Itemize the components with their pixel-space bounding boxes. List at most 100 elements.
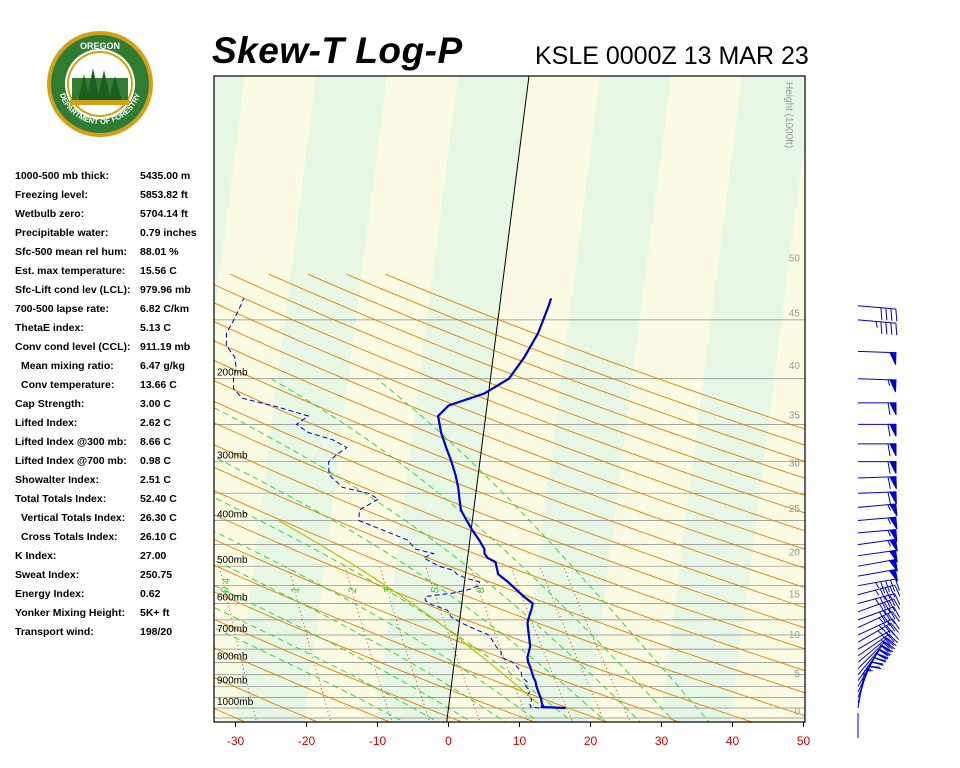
dry-adiabat bbox=[214, 359, 805, 589]
zero-isotherm-line bbox=[446, 76, 530, 722]
pressure-label: 900mb bbox=[217, 675, 248, 686]
stat-value: 0.98 C bbox=[140, 455, 171, 467]
stat-label: Precipitable water: bbox=[15, 227, 109, 239]
wind-barb bbox=[857, 618, 900, 636]
isotherm-band bbox=[446, 76, 600, 722]
moist-adiabat bbox=[214, 407, 641, 722]
wind-barbs-column bbox=[857, 305, 901, 738]
height-tick-label: 20 bbox=[789, 548, 801, 559]
x-tick-label: -20 bbox=[298, 734, 316, 748]
wind-barb bbox=[857, 516, 898, 530]
moist-adiabat bbox=[214, 456, 607, 722]
stat-row: 700-500 lapse rate: 6.82 C/km bbox=[15, 303, 215, 322]
stat-label: Est. max temperature: bbox=[15, 265, 126, 277]
stat-label: Conv temperature: bbox=[21, 379, 115, 391]
stat-label: Cross Totals Index: bbox=[21, 531, 118, 543]
wind-barb bbox=[858, 402, 897, 416]
pressure-label: 800mb bbox=[217, 651, 248, 662]
stat-label: Sfc-500 mean rel hum: bbox=[15, 246, 128, 258]
x-tick-label: 20 bbox=[584, 734, 598, 748]
pressure-label: 200mb bbox=[217, 368, 248, 379]
stat-row: Sweat Index: 250.75 bbox=[15, 569, 215, 588]
mixing-ratio-line bbox=[539, 566, 606, 722]
stat-label: Yonker Mixing Height: bbox=[15, 607, 126, 619]
wind-barb bbox=[857, 538, 898, 552]
moist-adiabat bbox=[214, 559, 506, 722]
mixing-ratio-label: 8 bbox=[475, 586, 488, 594]
stat-value: 13.66 C bbox=[140, 379, 177, 391]
wind-barb bbox=[857, 350, 897, 365]
x-tick-label: -30 bbox=[227, 734, 245, 748]
dry-adiabat bbox=[214, 514, 754, 722]
temperature-trace bbox=[436, 297, 566, 710]
moist-adiabat bbox=[214, 627, 406, 722]
wind-barb bbox=[857, 645, 894, 676]
dry-adiabat bbox=[214, 490, 805, 717]
mixing-ratio-label: 5 bbox=[429, 586, 442, 594]
stat-value: 3.00 C bbox=[140, 398, 171, 410]
stat-value: 6.82 C/km bbox=[140, 303, 190, 315]
isotherm-band bbox=[730, 138, 805, 722]
stat-row: Mean mixing ratio: 6.47 g/kg bbox=[15, 360, 215, 379]
dewpoint-trace bbox=[225, 298, 540, 709]
dry-adiabat bbox=[214, 466, 805, 694]
moist-adiabat bbox=[214, 606, 439, 722]
oregon-forestry-logo: OREGON DEPARTMENT OF FORESTRY bbox=[46, 30, 154, 138]
dry-adiabat bbox=[214, 422, 805, 650]
pressure-label: 500mb bbox=[217, 555, 248, 566]
wind-barb bbox=[857, 491, 897, 505]
stat-value: 911.19 mb bbox=[140, 341, 191, 353]
stat-label: Mean mixing ratio: bbox=[21, 360, 114, 372]
wind-barb bbox=[857, 559, 898, 572]
stat-label: Transport wind: bbox=[15, 626, 94, 638]
stability-indices-panel: 1000-500 mb thick: 5435.00 m Freezing leve… bbox=[15, 170, 215, 645]
stat-label: Sfc-Lift cond lev (LCL): bbox=[15, 284, 131, 296]
stat-row: Conv temperature: 13.66 C bbox=[15, 379, 215, 398]
stat-label: Lifted Index: bbox=[15, 417, 78, 429]
stat-value: 5.13 C bbox=[140, 322, 171, 334]
stat-label: Wetbulb zero: bbox=[15, 208, 85, 220]
x-tick-label: 0 bbox=[445, 734, 452, 748]
stat-row: Precipitable water: 0.79 inches bbox=[15, 227, 215, 246]
wind-barb bbox=[858, 461, 897, 474]
stat-row: Yonker Mixing Height: 5K+ ft bbox=[15, 607, 215, 626]
moist-adiabat bbox=[214, 496, 574, 722]
pressure-label: 400mb bbox=[217, 510, 248, 521]
stat-row: Transport wind: 198/20 bbox=[15, 626, 215, 645]
mixing-ratio-line bbox=[425, 566, 481, 722]
height-tick-label: 35 bbox=[789, 411, 801, 422]
dry-adiabat bbox=[214, 618, 464, 722]
dry-adiabat bbox=[214, 647, 392, 722]
mixing-ratio-label: 3 bbox=[382, 586, 395, 594]
stat-row: Sfc-500 mean rel hum: 88.01 % bbox=[15, 246, 215, 265]
dry-adiabat bbox=[214, 380, 805, 609]
stat-row: Vertical Totals Index: 26.30 C bbox=[15, 512, 215, 531]
plot-frame bbox=[213, 75, 806, 723]
mixing-ratio-line bbox=[562, 566, 631, 722]
isotherm-band bbox=[588, 76, 742, 722]
stat-row: Wetbulb zero: 5704.14 ft bbox=[15, 208, 215, 227]
stat-value: 26.30 C bbox=[140, 512, 177, 524]
dry-adiabat bbox=[214, 676, 319, 722]
height-tick-label: 30 bbox=[789, 458, 801, 469]
stat-row: Energy Index: 0.62 bbox=[15, 588, 215, 607]
dry-adiabat bbox=[214, 538, 681, 722]
x-tick-label: 30 bbox=[655, 734, 669, 748]
mixing-ratio-line bbox=[344, 566, 393, 722]
mixing-ratio-label: 2 bbox=[347, 586, 360, 594]
stat-label: Freezing level: bbox=[15, 189, 88, 201]
mixing-ratio-line bbox=[379, 566, 431, 722]
stat-row: K Index: 27.00 bbox=[15, 550, 215, 569]
stat-value: 979.96 mb bbox=[140, 284, 191, 296]
stat-value: 6.47 g/kg bbox=[140, 360, 185, 372]
isotherm-band bbox=[0, 76, 103, 722]
wind-barb bbox=[857, 476, 897, 490]
stat-row: Lifted Index: 2.62 C bbox=[15, 417, 215, 436]
dry-adiabat bbox=[0, 274, 176, 724]
stat-value: 5435.00 m bbox=[140, 170, 191, 182]
wind-barb bbox=[857, 584, 901, 601]
x-tick-label: -10 bbox=[369, 734, 387, 748]
stat-row: Total Totals Index: 52.40 C bbox=[15, 493, 215, 512]
station-time-label: KSLE 0000Z 13 MAR 23 bbox=[535, 42, 809, 70]
